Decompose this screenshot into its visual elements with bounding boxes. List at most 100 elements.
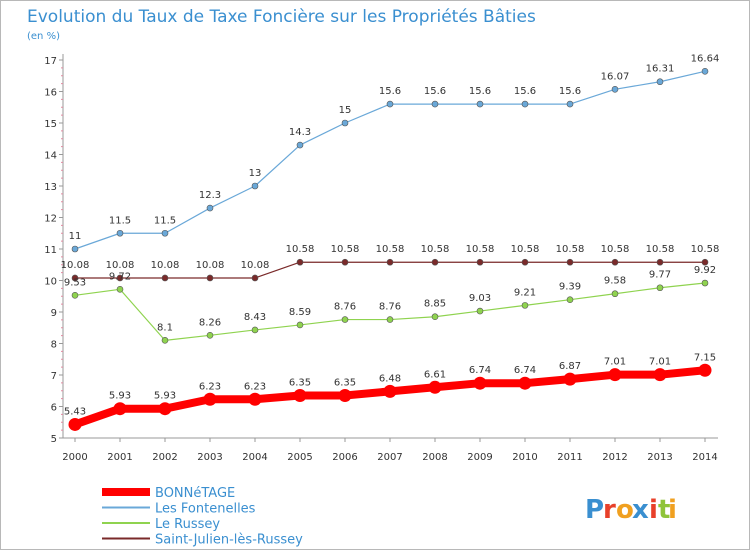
data-label: 8.26: [199, 317, 221, 328]
data-labels-layer: 11 11.5 11.5 12.3 13 14.3 15 15.6 15.6 15.6 15.6 15…: [61, 53, 720, 417]
data-label: 9.77: [649, 270, 671, 281]
legend-label: Les Fontenelles: [155, 502, 256, 517]
x-tick-label: 2006: [332, 452, 357, 463]
data-label: 10.58: [376, 244, 405, 255]
data-point: [476, 307, 484, 315]
data-label: 9.21: [514, 287, 536, 298]
data-point: [296, 141, 304, 149]
data-point: [251, 274, 259, 282]
data-point: [341, 258, 349, 266]
data-point: [71, 292, 79, 299]
data-point: [161, 337, 169, 344]
data-point: [611, 85, 619, 93]
data-point: [251, 326, 259, 334]
data-label: 6.35: [289, 377, 311, 388]
data-point: [431, 313, 439, 321]
data-point: [248, 392, 262, 406]
data-label: 8.43: [244, 312, 266, 323]
data-point: [341, 316, 349, 323]
data-label: 6.74: [514, 365, 536, 376]
data-point: [656, 258, 664, 266]
data-label: 6.48: [379, 373, 401, 384]
x-tick-label: 2003: [197, 452, 222, 463]
data-label: 10.58: [691, 244, 720, 255]
data-label: 10.58: [421, 244, 450, 255]
data-label: 11.5: [154, 215, 176, 226]
data-point: [158, 402, 172, 416]
logo-letter: i: [668, 495, 677, 525]
x-tick-label: 2002: [152, 452, 177, 463]
data-point: [296, 258, 304, 266]
proxiti-logo: Pr ox i ti: [585, 495, 677, 525]
data-point: [521, 258, 529, 266]
data-point: [203, 392, 217, 406]
y-tick-label: 6: [51, 403, 57, 414]
y-tick-label: 14: [44, 151, 57, 162]
y-tick-label: 9: [51, 308, 57, 319]
y-tick-label: 12: [44, 214, 57, 225]
data-point: [113, 402, 127, 416]
data-point: [431, 258, 439, 266]
data-label: 15.6: [514, 86, 536, 97]
y-tick-label: 17: [44, 56, 57, 67]
data-label: 15: [339, 105, 352, 116]
data-point: [341, 119, 349, 127]
logo-letter: o: [616, 495, 634, 525]
data-point: [521, 100, 529, 108]
legend-label: Saint-Julien-lès-Russey: [155, 533, 303, 548]
logo-letter: i: [649, 495, 658, 525]
data-label: 13: [249, 168, 262, 179]
data-label: 9.53: [64, 277, 86, 288]
data-label: 16.64: [691, 53, 720, 64]
data-point: [338, 388, 352, 402]
logo-letter: x: [632, 495, 649, 525]
axes: 5 6 7 8 9 10 11 12 13 14 15 16 17 2000 2001 2002 2003 200…: [44, 54, 718, 463]
data-point: [611, 290, 619, 298]
x-tick-label: 2009: [467, 452, 492, 463]
x-tick-label: 2011: [557, 452, 582, 463]
data-point: [476, 258, 484, 266]
logo-letter: r: [603, 495, 616, 525]
data-point: [521, 302, 529, 309]
data-point: [116, 274, 124, 282]
x-tick-label: 2001: [107, 452, 132, 463]
data-point: [386, 258, 394, 266]
data-point: [206, 332, 214, 339]
y-tick-label: 8: [51, 340, 57, 351]
data-point: [428, 380, 442, 394]
data-label: 10.58: [601, 244, 630, 255]
data-point: [656, 284, 664, 292]
y-tick-label: 5: [51, 434, 57, 445]
data-point: [296, 321, 304, 329]
data-label: 6.74: [469, 365, 491, 376]
data-point: [161, 274, 169, 282]
data-label: 16.31: [646, 64, 675, 75]
data-point: [383, 384, 397, 398]
data-point: [701, 279, 709, 287]
x-tick-label: 2008: [422, 452, 447, 463]
data-point: [566, 258, 574, 266]
legend-label: BONNéTAGE: [155, 486, 235, 501]
data-label: 8.85: [424, 299, 446, 310]
data-point: [161, 229, 169, 237]
data-label: 9.39: [559, 282, 581, 293]
data-label: 9.72: [109, 271, 131, 282]
x-tick-label: 2004: [242, 452, 267, 463]
data-label: 6.87: [559, 361, 581, 372]
y-tick-label: 16: [44, 88, 57, 99]
y-tick-label: 13: [44, 182, 57, 193]
x-tick-label: 2012: [602, 452, 627, 463]
data-point: [608, 368, 622, 382]
legend-label: Le Russey: [155, 517, 220, 532]
data-point: [653, 368, 667, 382]
chart-title: Evolution du Taux de Taxe Foncière sur l…: [27, 7, 536, 27]
data-point: [206, 204, 214, 212]
data-label: 16.07: [601, 71, 630, 82]
data-label: 10.58: [466, 244, 495, 255]
data-label: 11.5: [109, 215, 131, 226]
y-tick-label: 7: [51, 371, 57, 382]
data-label: 7.01: [604, 357, 626, 368]
logo-letter: t: [658, 495, 670, 525]
x-tick-label: 2010: [512, 452, 537, 463]
